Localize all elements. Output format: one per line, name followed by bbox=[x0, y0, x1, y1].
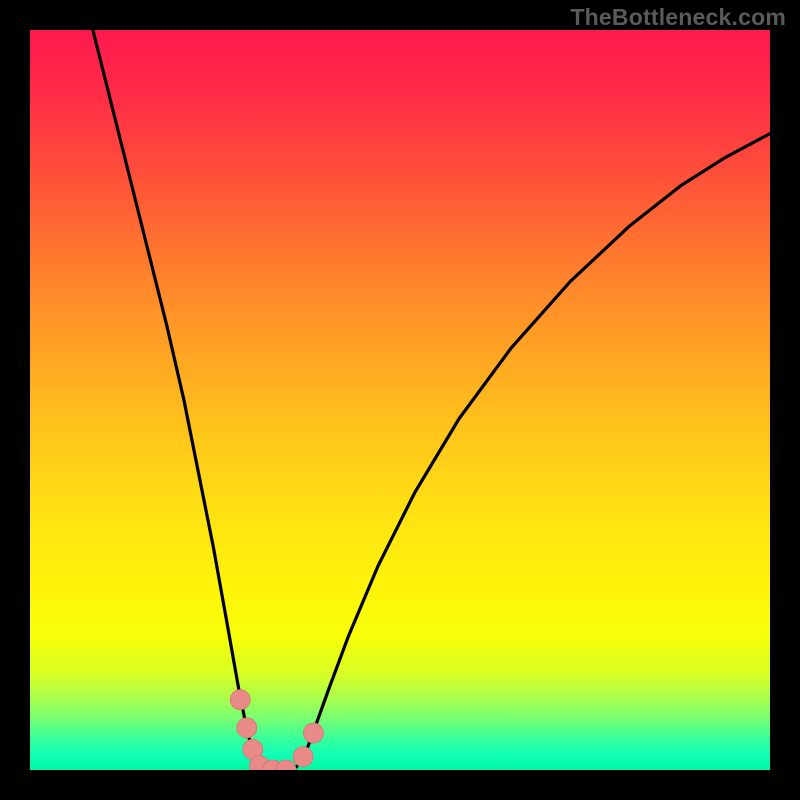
chart-frame: TheBottleneck.com bbox=[0, 0, 800, 800]
data-marker bbox=[293, 747, 313, 767]
data-marker bbox=[303, 723, 323, 743]
plot-area bbox=[30, 30, 770, 770]
bottleneck-curve bbox=[93, 30, 770, 770]
data-marker bbox=[276, 760, 296, 770]
data-marker bbox=[230, 690, 250, 710]
watermark-text: TheBottleneck.com bbox=[570, 4, 786, 31]
data-marker bbox=[237, 718, 257, 738]
curve-layer bbox=[30, 30, 770, 770]
